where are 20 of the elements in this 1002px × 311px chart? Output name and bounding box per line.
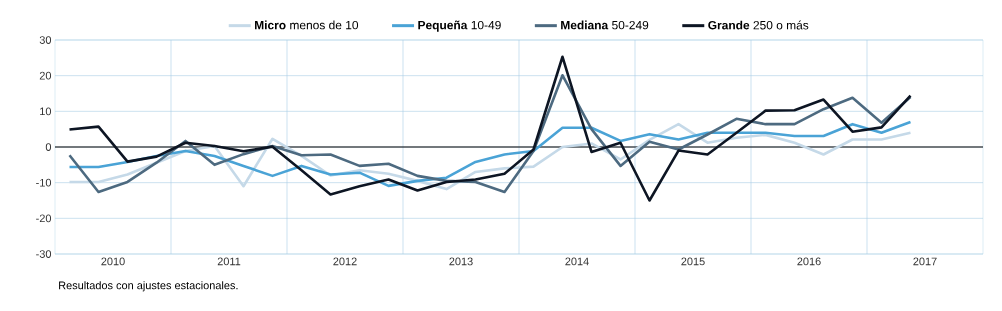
x-tick-label: 2017: [913, 257, 937, 266]
y-tick-label: 30: [39, 36, 52, 44]
y-tick-label: 0: [45, 143, 52, 151]
legend-label: Mediana 50-249: [561, 20, 649, 30]
y-tick-label: 10: [40, 107, 52, 116]
x-tick-label: 2011: [217, 257, 241, 266]
x-tick-label: 2012: [333, 257, 357, 266]
y-tick-label: 20: [39, 71, 52, 80]
y-tick-label: -30: [36, 250, 52, 258]
text: Resultados con ajustes estacionales.: [59, 281, 238, 292]
x-tick-label: 2014: [565, 257, 589, 266]
x-tick-label: 2010: [101, 257, 125, 266]
x-tick-label: 2013: [449, 257, 473, 266]
x-tick-label: 2015: [681, 257, 705, 266]
legend-label: Grande 250 o más: [708, 20, 809, 30]
legend-label: Micro menos de 10: [255, 20, 359, 30]
y-tick-label: -10: [36, 178, 52, 187]
x-tick-label: 2016: [797, 257, 821, 266]
legend-label: Pequeña 10-49: [418, 20, 501, 32]
y-tick-label: -20: [36, 214, 52, 223]
